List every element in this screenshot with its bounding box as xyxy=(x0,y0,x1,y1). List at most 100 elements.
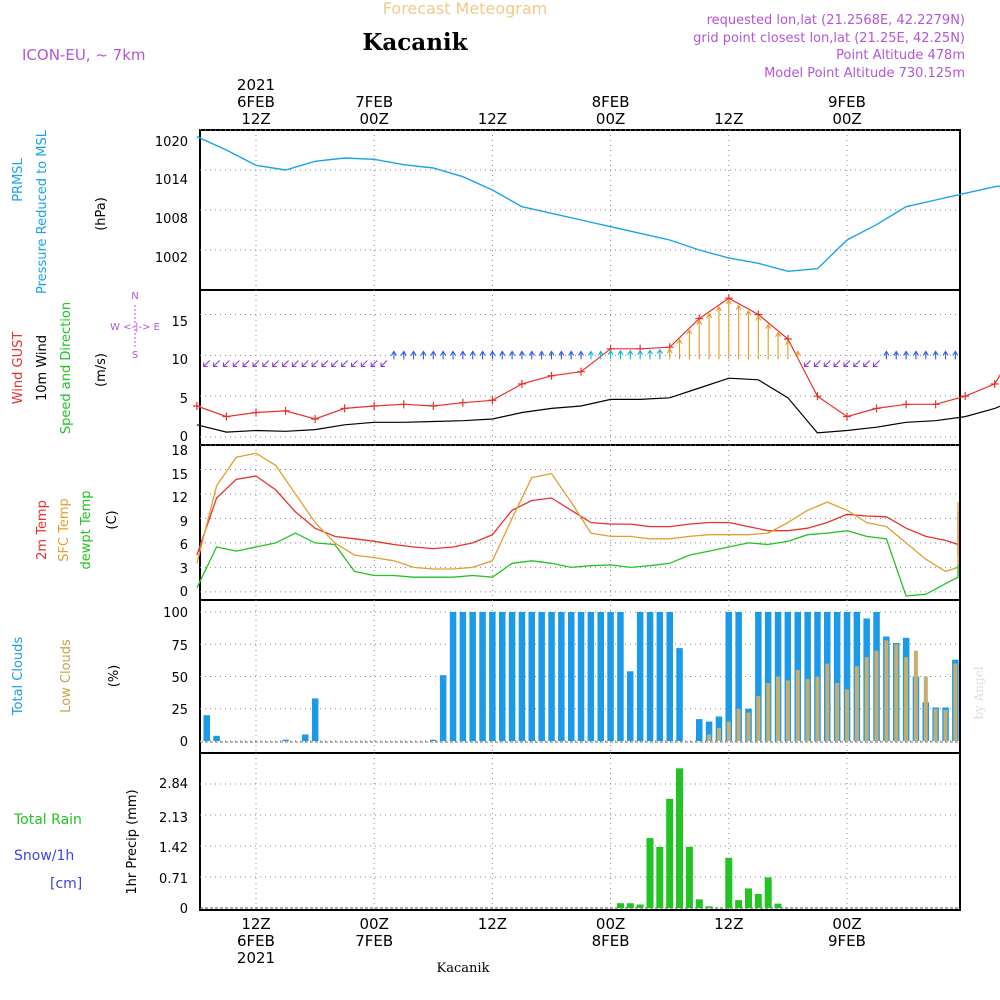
gust-marker xyxy=(872,404,881,413)
wind-direction-arrow xyxy=(242,360,250,368)
rain-bar xyxy=(705,906,713,908)
total-cloud-bar xyxy=(833,612,841,741)
pressure-tick: 1008 xyxy=(155,212,188,227)
wind-direction-arrow xyxy=(784,339,791,360)
rain-bar xyxy=(754,894,762,908)
gust-marker xyxy=(813,392,822,401)
total-cloud-bar xyxy=(656,612,664,741)
gust-marker xyxy=(458,398,467,407)
gust-marker xyxy=(399,400,408,409)
wind-direction-arrow xyxy=(863,360,871,368)
dewpt-label: dewpt Temp xyxy=(79,490,94,569)
temp-tick: 0 xyxy=(180,585,188,600)
gust-marker xyxy=(340,404,349,413)
total-cloud-bar xyxy=(449,612,457,741)
location-title: Kacanik xyxy=(362,29,468,56)
gust-marker xyxy=(488,396,497,405)
wind-direction-arrow xyxy=(804,360,811,368)
temp-tick: 18 xyxy=(171,444,188,459)
total-cloud-bar xyxy=(558,612,565,741)
temp-tick: 3 xyxy=(180,562,188,577)
wind-direction-arrow xyxy=(686,329,693,360)
top-time-label: 8FEB xyxy=(592,93,630,111)
pressure-line xyxy=(196,136,1000,273)
gust-marker xyxy=(192,401,201,410)
gust-marker xyxy=(547,371,556,380)
panel-frame xyxy=(199,444,961,601)
top-time-label: 00Z xyxy=(596,110,625,128)
wind-direction-arrow xyxy=(656,348,663,360)
temp-unit: (C) xyxy=(105,510,120,529)
wind-direction-arrow xyxy=(489,350,496,360)
low-cloud-bar xyxy=(933,708,938,742)
total-cloud-bar xyxy=(499,612,506,741)
low-cloud-bar xyxy=(953,663,958,741)
clouds-unit: (%) xyxy=(107,665,122,688)
wind-direction-arrow xyxy=(272,360,280,368)
gust-line xyxy=(196,297,1000,420)
total-cloud-bar xyxy=(203,715,210,741)
total-cloud-bar xyxy=(804,612,811,741)
wind-tick: 10 xyxy=(171,353,188,368)
temp-tick: 12 xyxy=(171,491,188,506)
wind-direction-arrow xyxy=(252,360,260,368)
low-cloud-bar xyxy=(864,657,869,741)
plot-marks xyxy=(192,136,1000,909)
precip-tick: 1.42 xyxy=(159,841,188,856)
gust-marker xyxy=(370,401,379,410)
low-cloud-bar xyxy=(923,676,928,741)
grid-point-coords: grid point closest lon,lat (21.25E, 42.2… xyxy=(693,31,965,46)
low-cloud-bar xyxy=(894,644,899,742)
precip-tick: 2.13 xyxy=(159,811,188,826)
wind-direction-arrow xyxy=(932,350,939,360)
temp2m-label: 2m Temp xyxy=(35,500,50,560)
low-cloud-bar xyxy=(854,666,859,741)
wind-direction-arrow xyxy=(765,323,772,360)
total-cloud-bar xyxy=(725,612,732,741)
wind-direction-arrow xyxy=(903,350,910,360)
rain-bar xyxy=(656,846,664,908)
wind-direction-arrow xyxy=(548,350,555,360)
wind-direction-arrow xyxy=(291,360,299,368)
precip-tick: 2.84 xyxy=(159,777,188,792)
wind-direction-arrow xyxy=(459,350,466,360)
precip-tick: 0 xyxy=(180,902,188,917)
bottom-time-label: 00Z xyxy=(596,915,625,933)
wind-direction-arrow xyxy=(380,360,388,368)
wind-direction-arrow xyxy=(262,360,270,368)
rain-bar xyxy=(685,846,693,908)
total-cloud-bar xyxy=(459,612,467,741)
top-time-label: 2021 xyxy=(237,76,275,94)
gust-marker xyxy=(902,400,911,409)
wind-direction-label: Speed and Direction xyxy=(59,302,74,434)
cloud-tick: 100 xyxy=(163,606,188,621)
wind-direction-arrow xyxy=(578,350,585,360)
total-cloud-bar xyxy=(302,734,309,741)
total-cloud-bar xyxy=(577,612,585,741)
wind-direction-arrow xyxy=(341,360,349,368)
wind-direction-arrow xyxy=(509,350,516,360)
rain-bar xyxy=(774,903,782,908)
wind-direction-arrow xyxy=(715,305,722,360)
wind-direction-arrow xyxy=(518,350,525,360)
gust-marker xyxy=(931,400,940,409)
top-time-label: 9FEB xyxy=(828,93,866,111)
footer-location: Kacanik xyxy=(437,961,490,976)
total-cloud-bar xyxy=(666,612,673,741)
low-cloud-bar xyxy=(746,712,751,741)
low-cloud-bar xyxy=(707,734,712,741)
pressure-tick: 1014 xyxy=(155,173,188,188)
wind-direction-arrow xyxy=(912,350,919,360)
total-cloud-bar xyxy=(548,612,555,741)
total-cloud-bar xyxy=(617,612,624,741)
wind-direction-arrow xyxy=(479,350,486,360)
total-cloud-bar xyxy=(282,739,289,741)
cloud-tick: 0 xyxy=(180,735,188,750)
low-cloud-bar xyxy=(815,676,820,741)
rain-bar xyxy=(636,904,644,908)
wind-direction-arrow xyxy=(823,360,831,368)
total-cloud-bar xyxy=(311,698,319,741)
bottom-time-label: 12Z xyxy=(714,915,743,933)
wind-direction-arrow xyxy=(833,360,841,368)
